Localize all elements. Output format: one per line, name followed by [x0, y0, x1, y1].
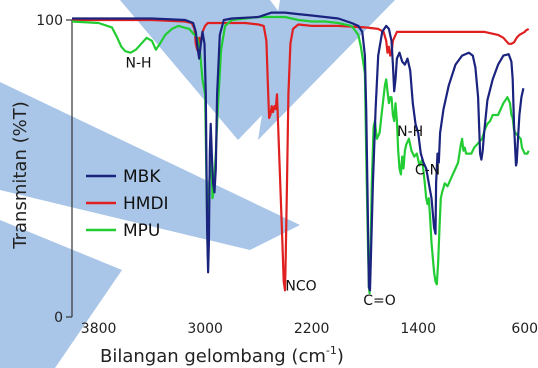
x-tick-label: 600: [511, 321, 538, 337]
legend-label: MPU: [123, 221, 160, 241]
annotation-label: C-N: [415, 162, 440, 178]
y-tick-label: 100: [36, 13, 63, 29]
y-axis-label: Transmitan (%T): [10, 101, 31, 249]
x-tick-label: 3800: [81, 321, 117, 337]
legend: MBK HMDI MPU: [86, 167, 169, 241]
x-tick-label: 1400: [400, 321, 436, 337]
y-tick-label: 0: [54, 310, 63, 326]
x-axis-label-end: ): [337, 346, 344, 367]
annotation-label: N-H: [126, 56, 152, 72]
x-axis-label-main: Bilangan gelombang (cm: [100, 346, 326, 367]
legend-label: MBK: [123, 167, 161, 187]
x-ticks: 3800 3000 2200 1400 600: [81, 321, 538, 337]
annotation-label: C=O: [363, 293, 396, 309]
x-axis-label: Bilangan gelombang (cm-1): [100, 344, 344, 367]
legend-label: HMDI: [123, 194, 169, 214]
x-tick-label: 3000: [187, 321, 223, 337]
x-tick-label: 2200: [294, 321, 330, 337]
annotations: N-H N-H C-N NCO C=O: [126, 56, 441, 310]
y-ticks: 0 100: [36, 13, 72, 326]
annotation-label: N-H: [397, 124, 423, 140]
series-line-mbk: [72, 11, 525, 292]
series-layer: [71, 11, 530, 295]
x-axis-label-sup: -1: [326, 344, 337, 357]
annotation-label: NCO: [285, 278, 316, 294]
